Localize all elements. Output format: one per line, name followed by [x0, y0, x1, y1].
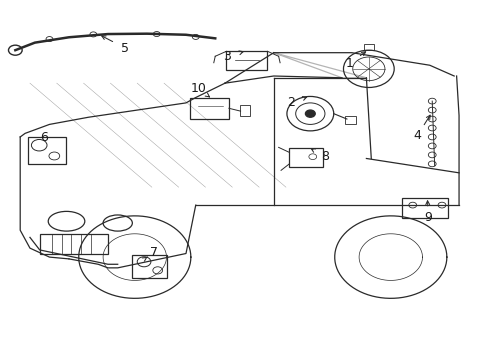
- Text: 3: 3: [223, 50, 231, 63]
- Text: 2: 2: [286, 96, 294, 109]
- Bar: [345, 116, 355, 124]
- Text: 8: 8: [320, 150, 328, 163]
- Text: 7: 7: [150, 246, 158, 259]
- Bar: [132, 255, 167, 278]
- Text: 10: 10: [190, 82, 206, 95]
- Text: 9: 9: [424, 211, 431, 224]
- Bar: [239, 105, 250, 116]
- Bar: [27, 137, 65, 164]
- Bar: [363, 44, 373, 50]
- Text: 6: 6: [40, 131, 47, 144]
- Bar: [189, 98, 228, 119]
- Text: 4: 4: [413, 129, 421, 142]
- Bar: [40, 234, 108, 253]
- Bar: [289, 148, 322, 167]
- Bar: [401, 198, 447, 218]
- Text: 5: 5: [121, 41, 129, 54]
- Text: 1: 1: [345, 57, 352, 70]
- Bar: [226, 51, 267, 70]
- Circle shape: [305, 110, 315, 117]
